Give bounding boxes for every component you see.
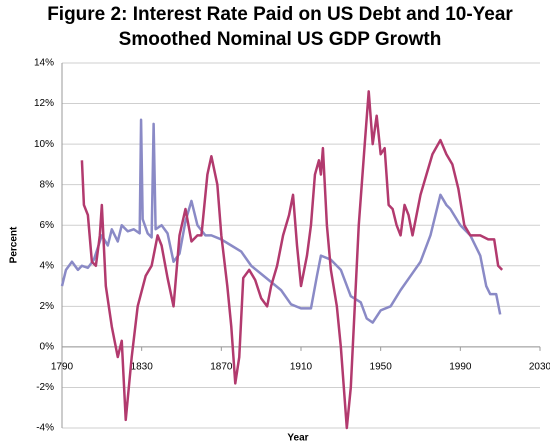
y-tick-label: -2% xyxy=(36,382,54,393)
y-tick-label: 4% xyxy=(40,260,55,271)
x-tick-label: 1790 xyxy=(51,362,74,373)
data-line xyxy=(60,118,502,324)
x-tick-label: 1910 xyxy=(290,362,313,373)
y-tick-label: 14% xyxy=(34,58,54,69)
y-tick-label: 12% xyxy=(34,98,54,109)
x-tick-label: 2030 xyxy=(529,362,550,373)
y-tick-label: 2% xyxy=(40,301,55,312)
y-tick-label: 0% xyxy=(40,342,55,353)
y-tick-label: 6% xyxy=(40,220,55,231)
x-tick-label: 1830 xyxy=(131,362,154,373)
data-line xyxy=(80,90,504,430)
y-axis-label: Percent xyxy=(9,226,20,263)
chart-title: Figure 2: Interest Rate Paid on US Debt … xyxy=(47,4,513,50)
y-tick-label: 10% xyxy=(34,139,54,150)
x-tick-label: 1870 xyxy=(210,362,233,373)
x-tick-label: 1990 xyxy=(449,362,472,373)
y-tick-label: -4% xyxy=(36,423,54,434)
y-tick-label: 8% xyxy=(40,179,55,190)
x-tick-label: 1950 xyxy=(370,362,393,373)
x-axis-label: Year xyxy=(287,433,308,444)
